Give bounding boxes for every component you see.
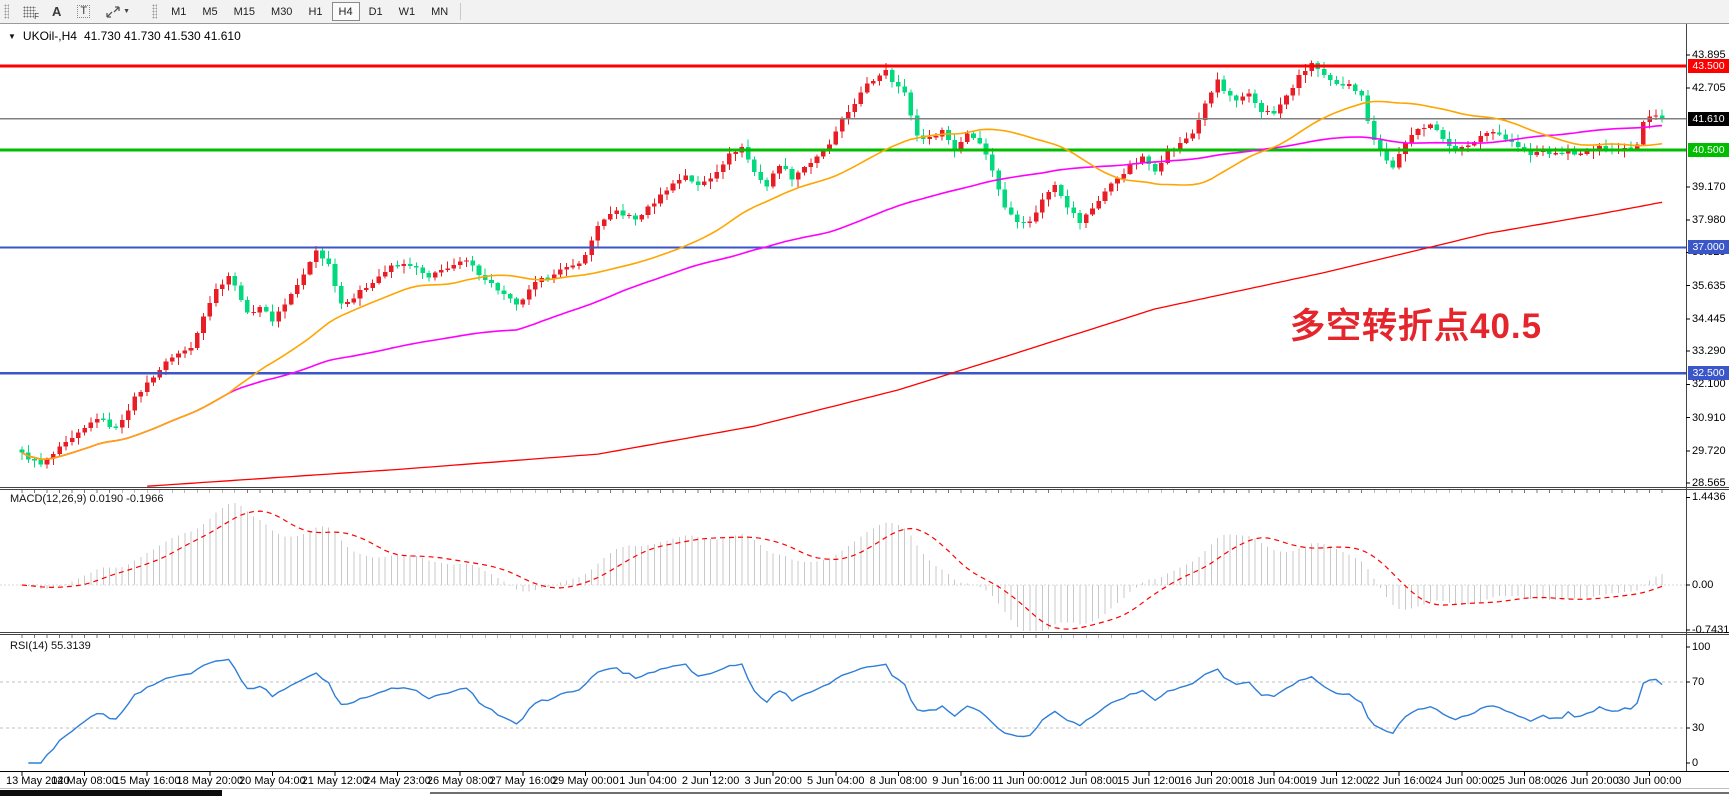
- candles-group: [19, 60, 1665, 469]
- timeframe-button-h1[interactable]: H1: [301, 2, 329, 21]
- timeframe-button-m1[interactable]: M1: [164, 2, 193, 21]
- time-axis-label: 12 Jun 08:00: [1054, 775, 1118, 787]
- time-axis-label: 18 May 20:00: [176, 775, 244, 787]
- time-axis-label: 16 Jun 20:00: [1179, 775, 1244, 787]
- letter-a-icon: A: [52, 4, 62, 19]
- time-axis-label: 18 Jun 04:00: [1242, 775, 1306, 787]
- timeframe-toolbar-grip-handle[interactable]: [152, 4, 158, 19]
- price-level-badge: 40.500: [1688, 142, 1729, 157]
- macd-histogram: [27, 503, 1663, 631]
- timeframe-button-h4[interactable]: H4: [331, 2, 360, 21]
- macd-scale-label: -0.7431: [1692, 624, 1729, 637]
- rsi-label: RSI(14) 55.3139: [10, 640, 91, 652]
- arrows-tool-button[interactable]: ▼: [99, 2, 137, 21]
- rsi-scale-label: 100: [1692, 641, 1711, 653]
- price-tick-label: 39.170: [1692, 180, 1726, 193]
- macd-label: MACD(12,26,9) 0.0190 -0.1966: [10, 493, 164, 505]
- price-tick-label: 32.100: [1692, 378, 1726, 391]
- time-axis-label: 26 Jun 20:00: [1555, 775, 1619, 787]
- horizontal-level-lines: [0, 64, 1686, 375]
- price-tick-label: 43.895: [1692, 48, 1726, 61]
- timeframe-button-m5[interactable]: M5: [195, 2, 224, 21]
- price-tick-label: 28.565: [1692, 477, 1726, 489]
- price-level-badge: 43.500: [1688, 59, 1729, 73]
- diagonal-arrows-icon: [106, 5, 120, 18]
- time-axis-label: 24 May 23:00: [364, 775, 431, 787]
- dotted-grid-f-icon: F: [23, 5, 39, 21]
- symbol-timeframe-label: UKOil-,H4: [22, 29, 77, 43]
- time-axis-label: 29 May 00:00: [552, 775, 619, 787]
- rsi-scale-label: 0: [1692, 757, 1699, 769]
- bottom-strip-line: [430, 792, 1729, 794]
- macd-scale-label: 1.4436: [1692, 491, 1726, 504]
- text-label-button[interactable]: A: [45, 2, 68, 21]
- time-axis-label: 22 Jun 16:00: [1367, 775, 1431, 787]
- pivot-annotation-text: 多空转折点40.5: [1290, 307, 1543, 346]
- text-box-button[interactable]: T: [70, 2, 97, 21]
- text-frame-icon: T: [77, 5, 91, 18]
- rsi-scale-label: 30: [1692, 722, 1705, 735]
- timeframe-button-m30[interactable]: M30: [264, 2, 299, 21]
- price-level-badge: 32.500: [1688, 366, 1729, 381]
- rsi-scale-label: 70: [1692, 675, 1705, 688]
- time-axis-label: 3 Jun 20:00: [744, 775, 802, 787]
- time-axis-label: 5 Jun 04:00: [807, 775, 865, 787]
- macd-scale-label: 0.00: [1692, 579, 1714, 591]
- timeframe-button-w1[interactable]: W1: [392, 2, 423, 21]
- time-axis-label: 2 Jun 12:00: [681, 775, 740, 787]
- toolbar: F A T ▼ M1 M5 M15 M30 H1 H4 D1 W1 MN: [0, 0, 1729, 24]
- chevron-down-icon: ▼: [123, 8, 131, 15]
- price-level-badge: 41.610: [1688, 111, 1729, 126]
- time-axis-label: 21 May 12:00: [301, 775, 369, 787]
- time-axis-label: 1 Jun 04:00: [619, 775, 677, 787]
- price-tick-label: 29.720: [1692, 444, 1726, 457]
- time-axis-label: 25 Jun 08:00: [1492, 775, 1557, 787]
- time-axis-label: 20 May 04:00: [239, 775, 306, 787]
- time-axis-label: 15 Jun 12:00: [1116, 775, 1181, 787]
- time-axis-label: 11 Jun 00:00: [992, 775, 1055, 787]
- ohlc-values-label: 41.730 41.730 41.530 41.610: [83, 29, 241, 43]
- bottom-edge-line: [0, 788, 1729, 789]
- timeframe-button-d1[interactable]: D1: [362, 2, 390, 21]
- toolbar-grip-handle[interactable]: [4, 4, 9, 19]
- time-axis-label: 15 May 16:00: [113, 775, 181, 787]
- price-tick-label: 42.705: [1692, 82, 1726, 95]
- taskbar-strip: [0, 790, 222, 796]
- price-level-badge: 37.000: [1688, 240, 1729, 255]
- price-tick-label: 30.910: [1692, 411, 1726, 424]
- price-tick-label: 35.635: [1692, 279, 1726, 292]
- time-axis-label: 13 May 2020: [6, 775, 70, 787]
- collapse-triangle-icon[interactable]: ▼: [8, 31, 16, 41]
- timeframe-button-group: M1 M5 M15 M30 H1 H4 D1 W1 MN: [163, 2, 456, 21]
- price-tick-label: 37.980: [1692, 214, 1726, 227]
- time-axis-label: 8 Jun 08:00: [869, 775, 928, 787]
- timeframe-button-mn[interactable]: MN: [424, 2, 455, 21]
- time-axis-label: 30 Jun 00:00: [1617, 775, 1682, 787]
- time-axis-label: 26 May 08:00: [426, 775, 494, 787]
- price-tick-label: 33.290: [1692, 345, 1726, 358]
- chart-title: ▼ UKOil-,H4 41.730 41.730 41.530 41.610: [8, 29, 241, 43]
- price-tick-label: 34.445: [1692, 312, 1726, 325]
- time-axis-label: 19 Jun 12:00: [1304, 775, 1369, 787]
- time-axis-label: 27 May 16:00: [489, 775, 557, 787]
- toolbar-separator: [460, 3, 462, 20]
- time-axis-label: 24 Jun 00:00: [1429, 775, 1494, 787]
- timeframe-button-m15[interactable]: M15: [227, 2, 262, 21]
- template-grid-button[interactable]: F: [16, 2, 43, 21]
- time-axis-label: 9 Jun 16:00: [932, 775, 990, 787]
- time-axis-label: 14 May 08:00: [51, 775, 118, 787]
